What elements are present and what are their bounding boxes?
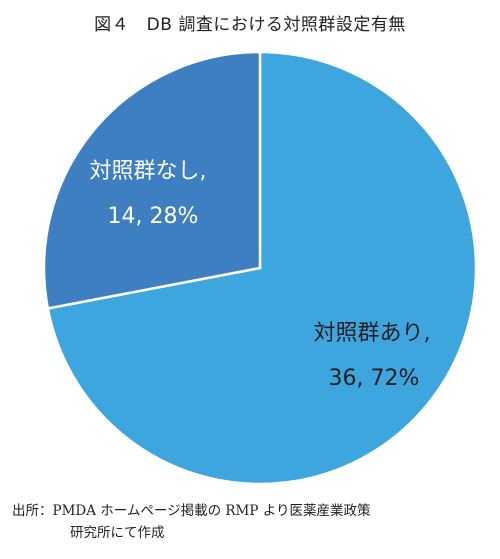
- slice-label-with-control: 対照群あり,: [314, 321, 431, 346]
- slice-value-with-control: 36, 72%: [329, 366, 420, 391]
- pie-slices: [42, 50, 478, 486]
- slice-value-without-control: 14, 28%: [108, 204, 199, 229]
- source-line-1: 出所：PMDA ホームページ掲載の RMP より医薬産業政策: [12, 503, 371, 519]
- source-note: 出所：PMDA ホームページ掲載の RMP より医薬産業政策 研究所にて作成: [12, 500, 492, 544]
- pie-slice-without-control: [42, 50, 262, 310]
- chart-title: 図４ DB 調査における対照群設定有無: [94, 15, 406, 35]
- pie-slice-with-control: [46, 50, 478, 486]
- slice-label-without-control: 対照群なし,: [90, 159, 207, 184]
- source-line-2: 研究所にて作成: [70, 525, 165, 541]
